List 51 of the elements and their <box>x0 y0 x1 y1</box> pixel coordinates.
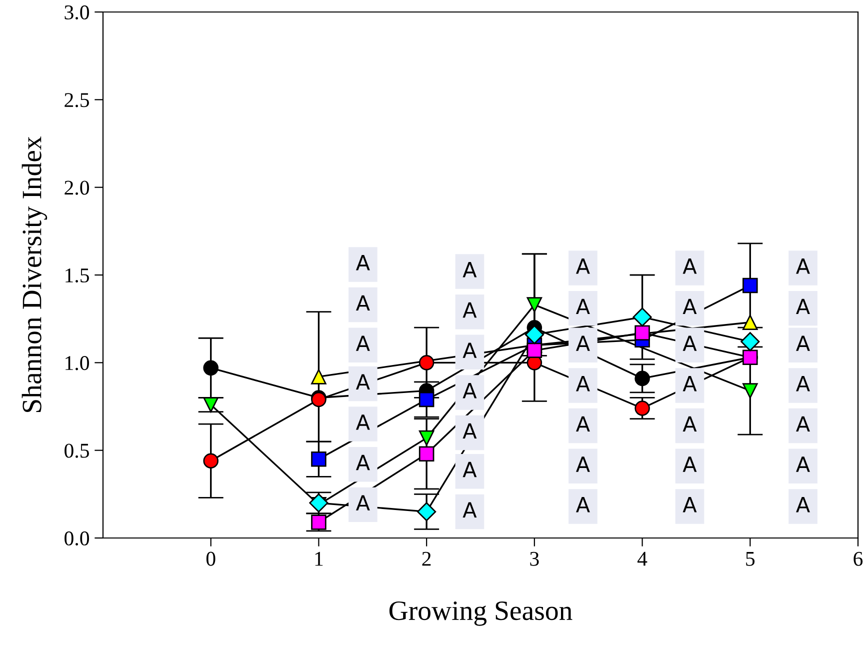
annotation: A <box>682 298 697 314</box>
annotation: A <box>682 376 697 392</box>
annotation: A <box>576 298 590 314</box>
annotation: A <box>796 376 810 392</box>
y-tick-label: 0.5 <box>64 444 89 458</box>
annotation: A <box>462 262 477 278</box>
annotation: A <box>796 298 810 314</box>
annotation: A <box>682 497 697 512</box>
x-tick-label: 5 <box>746 552 755 566</box>
x-tick-label: 4 <box>637 552 648 566</box>
x-tick-label: 2 <box>422 552 431 566</box>
annotation: A <box>462 383 477 398</box>
annotation: A <box>462 502 477 518</box>
annotation: A <box>356 255 370 270</box>
annotation: A <box>576 456 590 472</box>
annotation: A <box>462 462 477 478</box>
annotation: A <box>356 454 370 470</box>
annotation: A <box>356 495 370 510</box>
x-axis-title: Growing Season <box>389 601 572 626</box>
annotation: A <box>796 258 810 274</box>
annotation: A <box>576 336 590 351</box>
y-tick-label: 3.0 <box>64 5 90 20</box>
y-tick-label: 2.5 <box>64 93 89 108</box>
annotation: A <box>682 456 697 472</box>
annotation: A <box>796 416 810 432</box>
x-tick-label: 0 <box>206 552 216 566</box>
y-tick-label: 0.0 <box>64 531 90 546</box>
x-tick-label: 6 <box>854 552 863 566</box>
x-tick-label: 3 <box>530 552 539 566</box>
annotation: A <box>462 423 477 439</box>
y-tick-label: 2.0 <box>64 180 90 195</box>
annotation: A <box>576 258 590 274</box>
annotation: A <box>462 302 477 318</box>
y-axis-title: Shannon Diversity Index <box>22 136 48 412</box>
annotation: A <box>682 258 697 274</box>
annotation: A <box>576 497 590 512</box>
annotation: A <box>356 374 370 390</box>
annotation: A <box>356 336 370 351</box>
y-tick-label: 1.5 <box>66 268 89 283</box>
annotation: A <box>796 497 810 512</box>
x-tick-label: 1 <box>315 552 323 566</box>
annotation: A <box>682 336 697 351</box>
y-tick-label: 1.0 <box>66 356 90 370</box>
annotation: A <box>576 376 590 392</box>
annotation: A <box>462 342 477 358</box>
annotation: A <box>682 416 697 432</box>
annotation: A <box>356 295 370 311</box>
annotation: A <box>796 336 810 351</box>
annotation: A <box>576 416 590 432</box>
annotation: A <box>796 456 810 472</box>
annotation: A <box>356 414 370 430</box>
